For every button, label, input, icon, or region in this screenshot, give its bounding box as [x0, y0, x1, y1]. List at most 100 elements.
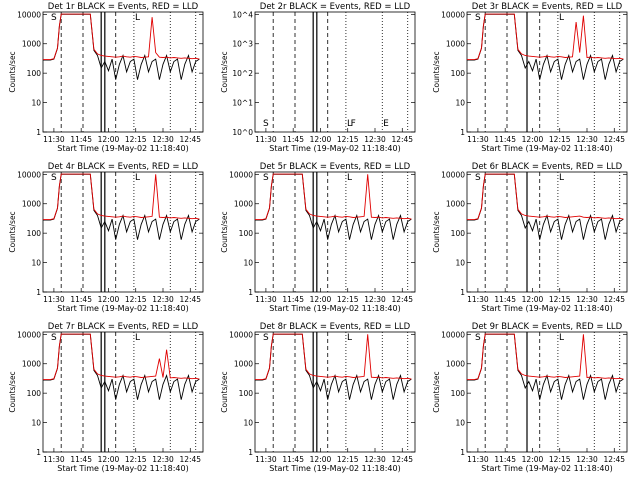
series-events [467, 173, 624, 240]
x-tick-label: 11:30 [43, 455, 65, 464]
plot-frame [466, 11, 628, 133]
x-tick-label: 11:30 [467, 455, 489, 464]
x-tick-label: 12:15 [549, 455, 571, 464]
y-tick-label: 1000 [234, 360, 253, 369]
x-tick-label: 12:15 [549, 295, 571, 304]
x-tick-label: 12:00 [310, 455, 332, 464]
y-axis-label: Counts/sec [8, 51, 17, 92]
plot-frame [466, 331, 628, 453]
x-tick-label: 12:45 [603, 295, 625, 304]
y-tick-label: 1 [248, 448, 253, 457]
panel-det-3r: Det 3r BLACK = Events, RED = LLD 1 10 100 10… [432, 2, 628, 153]
y-tick-label: 1 [460, 128, 465, 137]
x-tick-label: 11:45 [282, 295, 304, 304]
x-tick-label: 12:30 [576, 455, 598, 464]
y-tick-label: 10000 [441, 330, 465, 339]
panel-det-6r: Det 6r BLACK = Events, RED = LLD 1 10 100 10… [432, 162, 628, 313]
x-axis-label: Start Time (19-May-02 11:18:40) [481, 304, 612, 313]
event-marker-label: L [559, 333, 564, 343]
x-tick-label: 12:30 [152, 295, 174, 304]
x-tick-label: 12:45 [603, 455, 625, 464]
y-tick-label: 100 [451, 229, 466, 238]
x-tick-label: 11:30 [467, 295, 489, 304]
y-tick-label: 100 [239, 229, 254, 238]
event-marker-label: E [383, 119, 389, 129]
panel-det-7r: Det 7r BLACK = Events, RED = LLD 1 10 100 10… [8, 322, 204, 473]
y-tick-label: 100 [451, 389, 466, 398]
panel-title: Det 2r BLACK = Events, RED = LLD [260, 2, 411, 12]
event-marker-label: L [135, 13, 140, 23]
y-tick-label: 10 [243, 259, 253, 268]
x-tick-label: 12:15 [125, 295, 147, 304]
event-marker-label: S [475, 333, 481, 343]
x-tick-label: 12:30 [364, 455, 386, 464]
x-axis-label: Start Time (19-May-02 11:18:40) [57, 144, 188, 153]
y-axis-label: Counts/sec [432, 211, 441, 252]
x-tick-label: 12:30 [152, 135, 174, 144]
x-tick-label: 12:00 [310, 135, 332, 144]
panel-det-8r: Det 8r BLACK = Events, RED = LLD 1 10 100 10… [220, 322, 416, 473]
event-marker-label: S [51, 173, 57, 183]
event-marker-label: L [559, 13, 564, 23]
x-tick-label: 12:45 [179, 135, 201, 144]
event-marker-label: L [559, 173, 564, 183]
x-tick-label: 12:15 [549, 135, 571, 144]
y-tick-label: 10^3 [232, 40, 253, 49]
event-marker-label: L [347, 333, 352, 343]
panel-title: Det 4r BLACK = Events, RED = LLD [48, 162, 199, 172]
y-tick-label: 10000 [441, 10, 465, 19]
y-axis-label: Counts/sec [432, 371, 441, 412]
x-tick-label: 11:45 [282, 135, 304, 144]
x-tick-label: 11:45 [70, 135, 92, 144]
x-tick-label: 12:00 [98, 135, 120, 144]
x-tick-label: 12:00 [98, 455, 120, 464]
x-tick-label: 12:30 [364, 295, 386, 304]
y-axis-label: Counts/sec [8, 211, 17, 252]
x-tick-label: 12:45 [391, 455, 413, 464]
y-tick-label: 1000 [446, 360, 465, 369]
series-lld [43, 333, 200, 381]
y-tick-label: 1 [460, 288, 465, 297]
x-tick-label: 11:30 [255, 135, 277, 144]
panel-title: Det 1r BLACK = Events, RED = LLD [48, 2, 199, 12]
y-tick-label: 10000 [229, 330, 253, 339]
panel-title: Det 6r BLACK = Events, RED = LLD [472, 162, 623, 172]
y-tick-label: 10 [455, 259, 465, 268]
y-tick-label: 10 [31, 259, 41, 268]
plot-frame [254, 11, 416, 133]
x-tick-label: 12:45 [391, 295, 413, 304]
x-tick-label: 12:00 [98, 295, 120, 304]
x-tick-label: 11:30 [255, 295, 277, 304]
x-tick-label: 12:30 [364, 135, 386, 144]
x-tick-label: 12:30 [576, 295, 598, 304]
y-tick-label: 10^0 [232, 128, 253, 137]
x-tick-label: 11:30 [255, 455, 277, 464]
x-axis-label: Start Time (19-May-02 11:18:40) [481, 464, 612, 473]
y-tick-label: 10 [455, 99, 465, 108]
plot-frame [42, 11, 204, 133]
panel-det-9r: Det 9r BLACK = Events, RED = LLD 1 10 100 10… [432, 322, 628, 473]
y-tick-label: 1000 [22, 360, 41, 369]
y-tick-label: 10000 [17, 330, 41, 339]
event-marker-label: L [347, 173, 352, 183]
y-tick-label: 1000 [446, 200, 465, 209]
panel-title: Det 8r BLACK = Events, RED = LLD [260, 322, 411, 332]
y-tick-label: 1000 [234, 200, 253, 209]
x-tick-label: 11:30 [43, 295, 65, 304]
y-tick-label: 100 [451, 69, 466, 78]
x-tick-label: 12:15 [125, 455, 147, 464]
x-tick-label: 12:45 [179, 455, 201, 464]
event-marker-label: L [135, 333, 140, 343]
event-marker-label: S [51, 13, 57, 23]
series-lld [467, 333, 624, 381]
y-tick-label: 10000 [17, 170, 41, 179]
series-lld [43, 13, 200, 61]
event-marker-label: F [351, 119, 356, 129]
panel-title: Det 7r BLACK = Events, RED = LLD [48, 322, 199, 332]
panel-det-2r: Det 2r BLACK = Events, RED = LLD 10^0 10^1… [220, 2, 416, 153]
x-tick-label: 12:00 [522, 135, 544, 144]
y-tick-label: 1 [36, 448, 41, 457]
series-lld [467, 173, 624, 221]
x-tick-label: 12:00 [522, 295, 544, 304]
